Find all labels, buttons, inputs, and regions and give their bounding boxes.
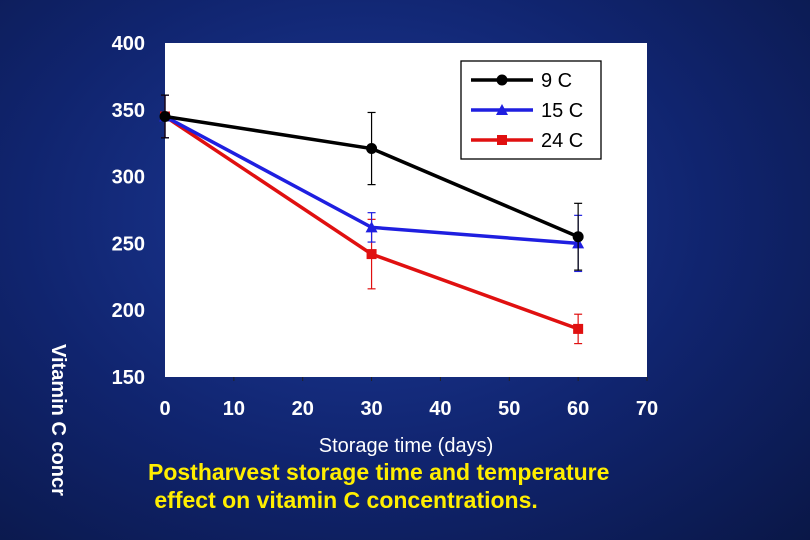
legend-item: 9 C [471, 70, 572, 92]
data-point-square [497, 135, 507, 145]
caption-line-2: effect on vitamin C concentrations. [148, 487, 538, 513]
x-tick-label: 30 [360, 398, 382, 420]
slide-caption: Postharvest storage time and temperature… [148, 458, 748, 514]
x-axis-ticks: 0 10 20 30 40 50 60 70 [159, 377, 658, 420]
data-point-square [573, 323, 584, 334]
data-point-triangle [365, 221, 378, 233]
y-axis-ticks: 150 200 250 300 350 400 [112, 33, 145, 389]
x-tick-label: 60 [567, 398, 589, 420]
x-tick-label: 70 [636, 398, 658, 420]
data-point-square [366, 249, 377, 260]
y-tick-label: 300 [112, 167, 145, 189]
y-tick-label: 250 [112, 233, 145, 255]
legend-label: 15 C [541, 100, 583, 122]
data-point-triangle [496, 104, 508, 115]
x-tick-label: 20 [292, 398, 314, 420]
y-tick-label: 400 [112, 33, 145, 55]
data-point-circle [496, 74, 508, 86]
x-axis-label: Storage time (days) [319, 435, 494, 457]
data-point-circle [366, 143, 378, 155]
y-axis-label: Vitamin C concr [47, 344, 69, 496]
data-point-circle [572, 231, 584, 243]
x-tick-label: 10 [223, 398, 245, 420]
caption-line-1: Postharvest storage time and temperature [148, 459, 610, 485]
y-tick-label: 150 [112, 367, 145, 389]
legend-label: 9 C [541, 70, 572, 92]
legend-item: 15 C [471, 100, 583, 122]
legend: 9 C 15 C 24 C [460, 60, 602, 160]
y-tick-label: 350 [112, 100, 145, 122]
data-series [159, 94, 585, 345]
legend-item: 24 C [471, 130, 583, 152]
series-9c [159, 94, 584, 271]
x-tick-label: 0 [159, 398, 170, 420]
x-tick-label: 40 [429, 398, 451, 420]
x-tick-label: 50 [498, 398, 520, 420]
legend-label: 24 C [541, 130, 583, 152]
y-tick-label: 200 [112, 300, 145, 322]
data-point-circle [159, 110, 171, 122]
